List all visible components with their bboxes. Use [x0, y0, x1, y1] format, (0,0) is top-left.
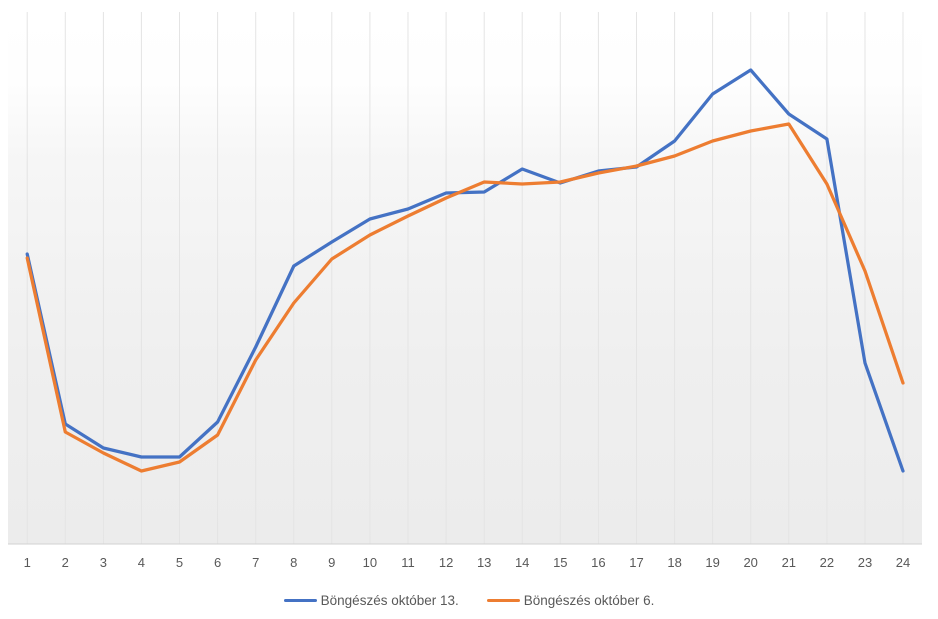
legend-swatch-blue-line — [283, 598, 317, 602]
legend-item-oktober-6[interactable]: Böngészés október 6. — [486, 592, 655, 608]
legend-swatch-orange-line — [486, 598, 520, 602]
x-axis-tick-label: 1 — [24, 555, 31, 570]
x-axis-tick-label: 2 — [62, 555, 69, 570]
x-axis-tick-label: 13 — [477, 555, 491, 570]
x-axis-tick-label: 23 — [858, 555, 872, 570]
legend-label-oktober-13: Böngészés október 13. — [320, 592, 459, 608]
x-axis-tick-label: 19 — [705, 555, 719, 570]
legend: Böngészés október 13. Böngészés október … — [0, 589, 938, 611]
x-axis-tick-label: 5 — [176, 555, 183, 570]
x-axis-tick-label: 8 — [290, 555, 297, 570]
x-axis-tick-label: 3 — [100, 555, 107, 570]
series-line-oktober-13[interactable] — [25, 68, 905, 473]
x-axis-tick-label: 4 — [138, 555, 145, 570]
x-axis-tick-label: 14 — [515, 555, 529, 570]
x-axis-tick-label: 20 — [743, 555, 757, 570]
x-axis-tick-label: 18 — [667, 555, 681, 570]
x-axis-tick-label: 17 — [629, 555, 643, 570]
x-axis-tick-label: 15 — [553, 555, 567, 570]
x-axis-tick-label: 11 — [401, 555, 415, 570]
x-axis-tick-label: 9 — [328, 555, 335, 570]
x-axis-tick-label: 24 — [896, 555, 910, 570]
x-axis-tick-label: 10 — [363, 555, 377, 570]
legend-item-oktober-13[interactable]: Böngészés október 13. — [283, 592, 459, 608]
plot-area-background — [8, 12, 922, 544]
x-axis-tick-label: 22 — [820, 555, 834, 570]
series-line-oktober-6[interactable] — [25, 122, 905, 473]
x-axis-tick-label: 7 — [252, 555, 259, 570]
legend-label-oktober-6: Böngészés október 6. — [523, 592, 655, 608]
x-axis-tick-label: 12 — [439, 555, 453, 570]
x-axis-tick-label: 16 — [591, 555, 605, 570]
x-axis-tick-label: 6 — [214, 555, 221, 570]
x-axis-tick-label: 21 — [782, 555, 796, 570]
